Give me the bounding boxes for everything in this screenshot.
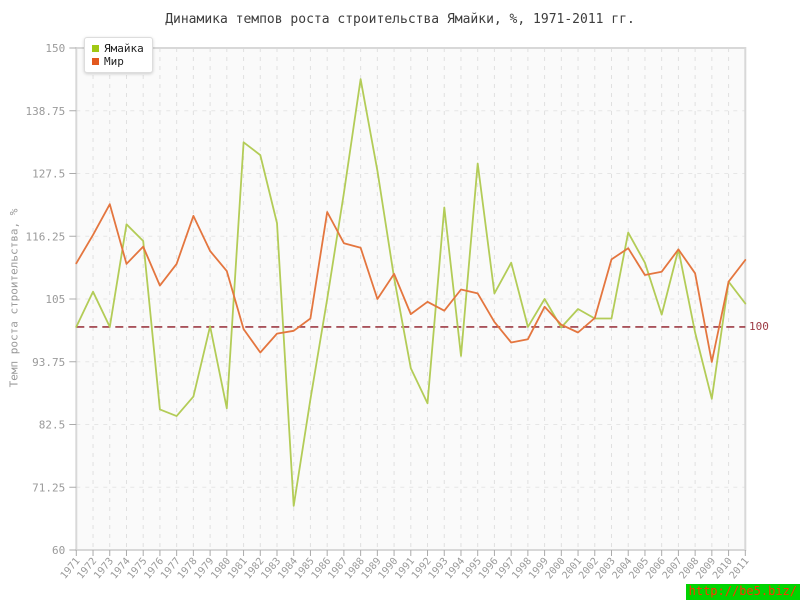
svg-text:71.25: 71.25	[32, 481, 65, 494]
svg-text:116.25: 116.25	[26, 230, 66, 243]
svg-text:105: 105	[45, 293, 65, 306]
legend-item-jamaica[interactable]: Ямайка	[92, 42, 144, 55]
chart-title: Динамика темпов роста строительства Ямай…	[165, 12, 635, 27]
legend: Ямайка Мир	[84, 37, 153, 73]
legend-label-jamaica: Ямайка	[104, 42, 144, 55]
legend-label-world: Мир	[104, 55, 124, 68]
svg-text:138.75: 138.75	[26, 105, 66, 118]
svg-text:127.5: 127.5	[32, 168, 65, 181]
watermark-link[interactable]: http://be5.biz/	[685, 584, 800, 600]
svg-text:2011: 2011	[728, 556, 752, 582]
svg-text:93.75: 93.75	[32, 356, 65, 369]
svg-text:82.5: 82.5	[39, 419, 66, 432]
svg-text:60: 60	[52, 544, 65, 557]
world-series-swatch	[92, 58, 99, 65]
reference-line-label: 100	[749, 319, 769, 333]
legend-item-world[interactable]: Мир	[92, 55, 144, 68]
jamaica-series-swatch	[92, 45, 99, 52]
svg-text:150: 150	[45, 42, 65, 55]
